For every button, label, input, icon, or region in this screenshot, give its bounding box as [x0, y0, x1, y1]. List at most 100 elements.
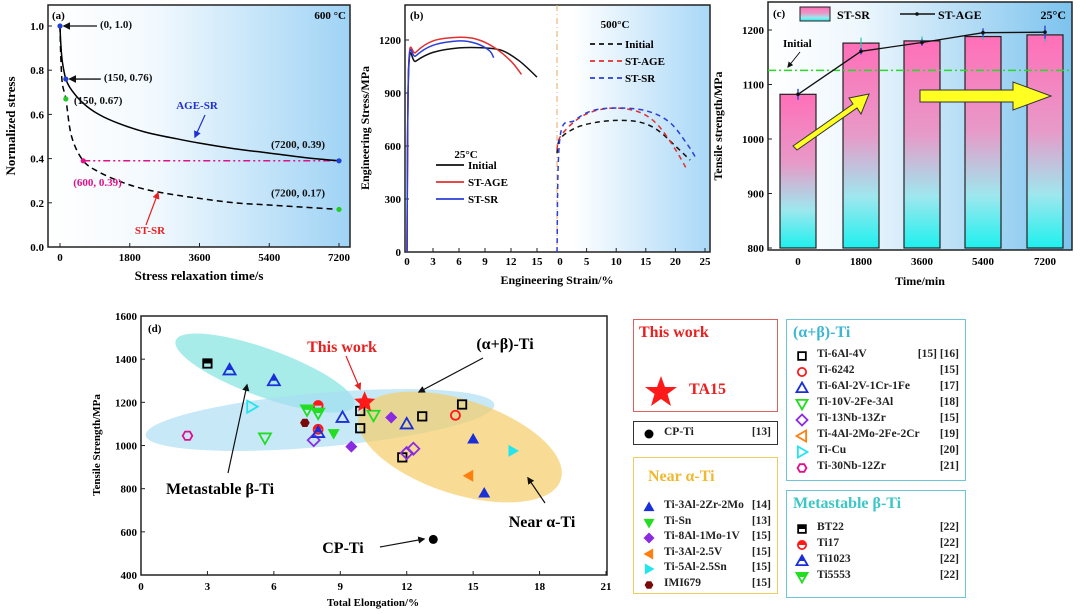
y-tick-label: 1200 [115, 397, 138, 409]
x-tick-label: 1800 [119, 252, 142, 264]
triangle-half-fill [798, 555, 806, 561]
series-st-sr [59, 25, 340, 211]
scatter-point-ti-cu [246, 399, 260, 415]
panel-b-label: (b) [410, 10, 424, 22]
panel-a-ylabel: Normalized stress [3, 76, 18, 175]
initial-arrow [787, 51, 801, 68]
y-tick-label: 1000 [742, 134, 765, 146]
diamond-marker [306, 432, 321, 448]
x-tick-label: 15 [468, 581, 480, 593]
legend-metastable-beta-title: Metastable β-Ti [793, 495, 902, 512]
circle-filled-icon [644, 429, 654, 439]
square-marker [417, 411, 428, 422]
legend-item-name: BT22 [817, 521, 844, 533]
y-tick-label: 800 [748, 243, 765, 255]
legend-item-name: Ti-6242 [817, 364, 855, 376]
scatter-point-ti-3al-2-5v [462, 469, 474, 482]
triangle-up-marker [310, 424, 326, 438]
y-tick-label: 0.6 [30, 109, 44, 121]
x-tick-label: 3600 [911, 256, 934, 268]
x-tick-label: 6 [456, 256, 462, 268]
legend-row: Ti-Cu [20] [787, 444, 965, 460]
annotation-metastable-beta: Metastable β-Ti [166, 481, 275, 498]
legend-item-ref: [22] [939, 553, 959, 565]
y-tick-label: 400 [121, 570, 138, 582]
x-tick-label: 15 [640, 256, 652, 268]
triangle-up-marker [399, 416, 415, 430]
left-series-st-sr [406, 40, 495, 253]
triangle-down-icon [643, 518, 655, 528]
legend-item-ref: [14] [751, 499, 771, 511]
legend-item-name: Ti-5Al-2.5Sn [664, 561, 727, 573]
initial-line-label: Initial [783, 38, 812, 50]
legend-item-name: Ti-10V-2Fe-3Al [817, 396, 894, 408]
triangle-up-marker [643, 501, 655, 512]
x-tick-label: 0 [404, 256, 410, 268]
legend-st-sr-label: ST-SR [837, 8, 870, 22]
triangle-up-marker [795, 381, 809, 394]
legend-row: Ti-4Al-2Mo-2Fe-2Cr [19] [787, 428, 965, 444]
y-tick-label: 0.4 [30, 154, 44, 166]
square-marker [397, 452, 408, 463]
bar [964, 35, 1002, 249]
legend-marker [644, 563, 655, 575]
legend-item-ref: [19] [939, 428, 959, 440]
legend-st-age-marker [915, 12, 919, 16]
y-tick-label: 900 [385, 88, 402, 100]
legend-item-ref: [13] [751, 514, 771, 527]
trend-arrow-up [792, 93, 870, 151]
scatter-point-ti-6al-2v-1cr-1fe [334, 409, 351, 423]
triangle-up-icon [643, 501, 655, 512]
legend-item-name: Ti-30Nb-12Zr [817, 460, 886, 472]
diamond-marker [406, 441, 421, 457]
legend-marker [643, 548, 654, 559]
y-tick-label: 1.0 [30, 21, 44, 33]
legend-row: Ti17 [22] [787, 537, 965, 553]
legend-marker [797, 524, 807, 534]
x-tick-label: 12 [506, 256, 518, 268]
panel-d-ylabel: Tensile Strength/MPa [91, 394, 103, 496]
square-marker [456, 399, 468, 410]
triangle-right-marker [796, 445, 809, 459]
legend-row: CP-Ti [13] [634, 426, 777, 442]
legend-row: Ti-30Nb-12Zr [21] [787, 460, 965, 476]
point-label: (7200, 0.39) [271, 139, 325, 151]
x-tick-label: 18 [534, 581, 546, 593]
square-marker [355, 423, 366, 434]
legend-item-ref: [15] [939, 364, 959, 376]
legend-label: ST-AGE [625, 56, 665, 68]
data-point [336, 206, 342, 213]
scatter-point-ti-13nb-13zr [406, 441, 421, 457]
legend-item-name: CP-Ti [664, 426, 694, 438]
legend-row: Ti-10V-2Fe-3Al [18] [787, 396, 965, 412]
x-tick-label: 12 [401, 581, 413, 593]
hexagon-marker [644, 580, 654, 589]
right-series-st-sr [556, 107, 697, 253]
legend-marker [797, 351, 807, 361]
legend-item-ref: [21] [939, 460, 959, 472]
legend-alpha-beta: (α+β)-Ti Ti-6Al-4V [15] [16] Ti-6242 [15] Ti… [786, 319, 966, 481]
panel-b-ylabel: Engineering Stress/MPa [358, 66, 372, 190]
triangle-down-half-icon [795, 571, 809, 584]
scatter-point-ti1023 [222, 362, 238, 376]
triangle-up-icon [795, 381, 809, 394]
legend-item-ref: [15] [939, 412, 959, 424]
legend-cp-ti: CP-Ti [13] [633, 421, 778, 445]
triangle-left-icon [795, 429, 808, 443]
circle-half-fill [313, 401, 323, 406]
legend-marker [795, 381, 809, 394]
x-tick-label: 3 [205, 581, 211, 593]
triangle-left-marker [795, 429, 808, 443]
legend-row: IMI679 [15] [634, 577, 777, 593]
triangle-right-icon [796, 445, 809, 459]
triangle-half-fill [226, 363, 233, 370]
square-icon [797, 351, 807, 361]
scatter-point-imi679 [300, 418, 310, 427]
triangle-up-marker [467, 433, 480, 444]
region-metastable-beta [175, 333, 355, 413]
legend-marker [643, 501, 655, 512]
scatter-point-ti-6al-4v [456, 399, 468, 410]
point-label: (150, 0.76) [104, 72, 153, 84]
legend-row: Ti-Sn [13] [634, 515, 777, 531]
